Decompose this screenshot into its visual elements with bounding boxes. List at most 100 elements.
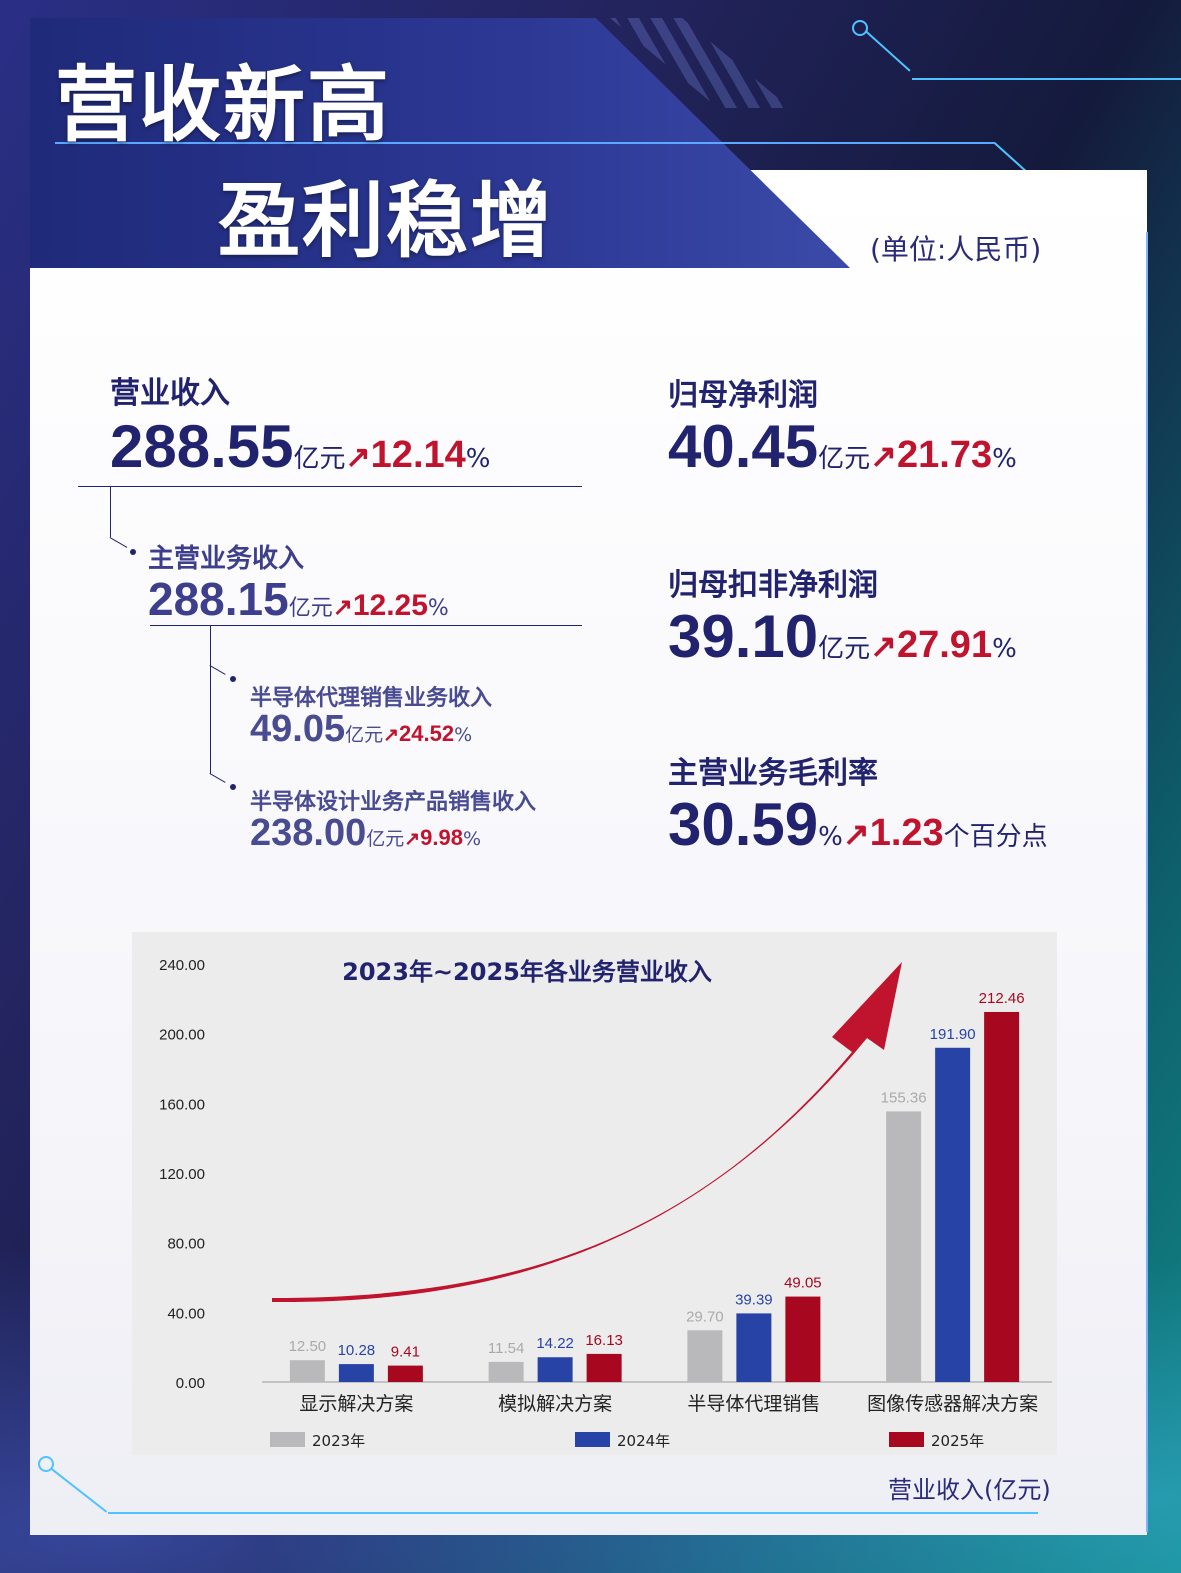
data-label: 9.41 (391, 1344, 420, 1361)
net-profit-deducted-figure: 39.10亿元↗27.91% (668, 602, 1017, 671)
y-axis: 0.00 40.00 80.00 120.00 160.00 200.00 240.00 (159, 957, 1052, 1392)
chart-title: 2023年~2025年各业务营业收入 (342, 958, 712, 986)
headline-1: 营收新高 (55, 57, 392, 153)
headline-2: 盈利稳增 (218, 173, 555, 269)
main-revenue-figure: 288.15亿元↗12.25% (148, 572, 449, 626)
legend-swatch (889, 1432, 924, 1447)
up-arrow-icon: ↗ (345, 441, 371, 474)
data-label: 39.39 (735, 1291, 773, 1308)
unit-note: (单位:人民币) (870, 233, 1042, 266)
circuit-line (1146, 232, 1148, 1532)
y-tick-label: 240.00 (159, 957, 205, 974)
gross-margin-unit: % (818, 822, 843, 852)
bar (736, 1313, 772, 1382)
y-tick-label: 200.00 (159, 1027, 205, 1044)
legend-label: 2024年 (617, 1432, 670, 1450)
tree-connector (210, 626, 211, 774)
x-tick-label: 模拟解决方案 (498, 1393, 612, 1415)
bar (687, 1330, 723, 1382)
revenue-value: 288.55 (110, 413, 294, 480)
revenue-growth: 12.14 (370, 434, 466, 476)
data-label: 12.50 (289, 1338, 327, 1355)
up-arrow-icon: ↗ (870, 438, 897, 474)
main-revenue-value: 288.15 (148, 573, 289, 625)
net-profit-deducted-label: 归母扣非净利润 (668, 568, 878, 603)
gross-margin-pct: 个百分点 (943, 822, 1048, 852)
design-sales-figure: 238.00亿元↗9.98% (250, 812, 481, 855)
net-profit-deducted-growth: 27.91 (896, 624, 993, 666)
data-label: 29.70 (686, 1308, 724, 1325)
bar (785, 1296, 821, 1382)
legend-swatch (575, 1432, 610, 1447)
legend-label: 2023年 (312, 1432, 365, 1450)
net-profit-label: 归母净利润 (668, 378, 818, 413)
gross-margin-label: 主营业务毛利率 (668, 756, 878, 791)
design-sales-pct: % (463, 828, 482, 850)
bar (338, 1364, 374, 1382)
circuit-node-icon (38, 1456, 54, 1472)
net-profit-pct: % (992, 444, 1017, 474)
bar (984, 1011, 1020, 1382)
up-arrow-icon: ↗ (870, 628, 897, 664)
design-sales-growth: 9.98 (420, 825, 463, 850)
net-profit-deducted-unit: 亿元 (818, 634, 871, 664)
x-axis: 显示解决方案 模拟解决方案 半导体代理销售 图像传感器解决方案 (299, 1393, 1038, 1415)
up-arrow-icon: ↗ (383, 725, 400, 746)
main-revenue-growth: 12.25 (352, 589, 428, 622)
bar (289, 1360, 325, 1382)
bars: 12.50 10.28 9.41 11.54 14.22 16.13 29.70 39.39 4… (289, 990, 1025, 1382)
bar (387, 1365, 423, 1382)
data-label: 212.46 (979, 990, 1025, 1007)
bar (537, 1357, 573, 1382)
legend-label: 2025年 (931, 1432, 984, 1450)
design-sales-value: 238.00 (250, 812, 367, 854)
design-sales-label: 半导体设计业务产品销售收入 (250, 790, 537, 815)
net-profit-deducted-pct: % (992, 634, 1017, 664)
net-profit-unit: 亿元 (818, 444, 871, 474)
y-tick-label: 120.00 (159, 1166, 205, 1183)
data-label: 11.54 (488, 1340, 524, 1357)
bullet-dot (230, 784, 236, 790)
bar (586, 1353, 622, 1382)
bar (886, 1111, 922, 1382)
net-profit-value: 40.45 (668, 413, 819, 480)
bar-chart: 2023年~2025年各业务营业收入 0.00 40.00 80.00 120.00 1… (159, 957, 1052, 1450)
revenue-label: 营业收入 (110, 376, 230, 411)
chart-area: 2023年~2025年各业务营业收入 0.00 40.00 80.00 120.00 1… (132, 932, 1057, 1455)
gross-margin-figure: 30.59%↗1.23个百分点 (668, 790, 1048, 859)
net-profit-growth: 21.73 (896, 434, 993, 476)
data-label: 14.22 (536, 1335, 574, 1352)
gross-margin-value: 30.59 (668, 791, 819, 858)
net-profit-deducted-value: 39.10 (668, 603, 819, 670)
agency-sales-unit: 亿元 (345, 724, 384, 746)
bullet-dot (230, 676, 236, 682)
legend-swatch (270, 1432, 305, 1447)
x-axis-title: 营业收入(亿元) (888, 1476, 1051, 1504)
bar (488, 1361, 524, 1382)
circuit-line (108, 1512, 1038, 1514)
net-profit-figure: 40.45亿元↗21.73% (668, 412, 1017, 481)
main-revenue-unit: 亿元 (288, 596, 333, 621)
growth-arrow-icon (272, 962, 902, 1303)
up-arrow-icon: ↗ (842, 816, 870, 852)
x-tick-label: 图像传感器解决方案 (867, 1393, 1038, 1415)
revenue-pct: % (465, 444, 491, 474)
agency-sales-figure: 49.05亿元↗24.52% (250, 708, 472, 751)
circuit-line (912, 78, 1181, 80)
circuit-node-icon (852, 20, 868, 36)
data-label: 49.05 (784, 1275, 822, 1292)
divider-line (150, 625, 582, 626)
main-revenue-pct: % (427, 596, 449, 621)
gross-margin-growth: 1.23 (869, 812, 944, 854)
bullet-dot (130, 549, 136, 555)
agency-sales-pct: % (454, 724, 473, 746)
data-label: 16.13 (585, 1332, 623, 1349)
legend: 2023年 2024年 2025年 (270, 1432, 984, 1450)
agency-sales-value: 49.05 (250, 708, 346, 750)
x-tick-label: 显示解决方案 (299, 1393, 413, 1415)
y-tick-label: 0.00 (176, 1375, 205, 1392)
design-sales-unit: 亿元 (366, 828, 405, 850)
x-tick-label: 半导体代理销售 (687, 1393, 820, 1415)
data-label: 155.36 (881, 1089, 927, 1106)
data-label: 191.90 (930, 1026, 976, 1043)
